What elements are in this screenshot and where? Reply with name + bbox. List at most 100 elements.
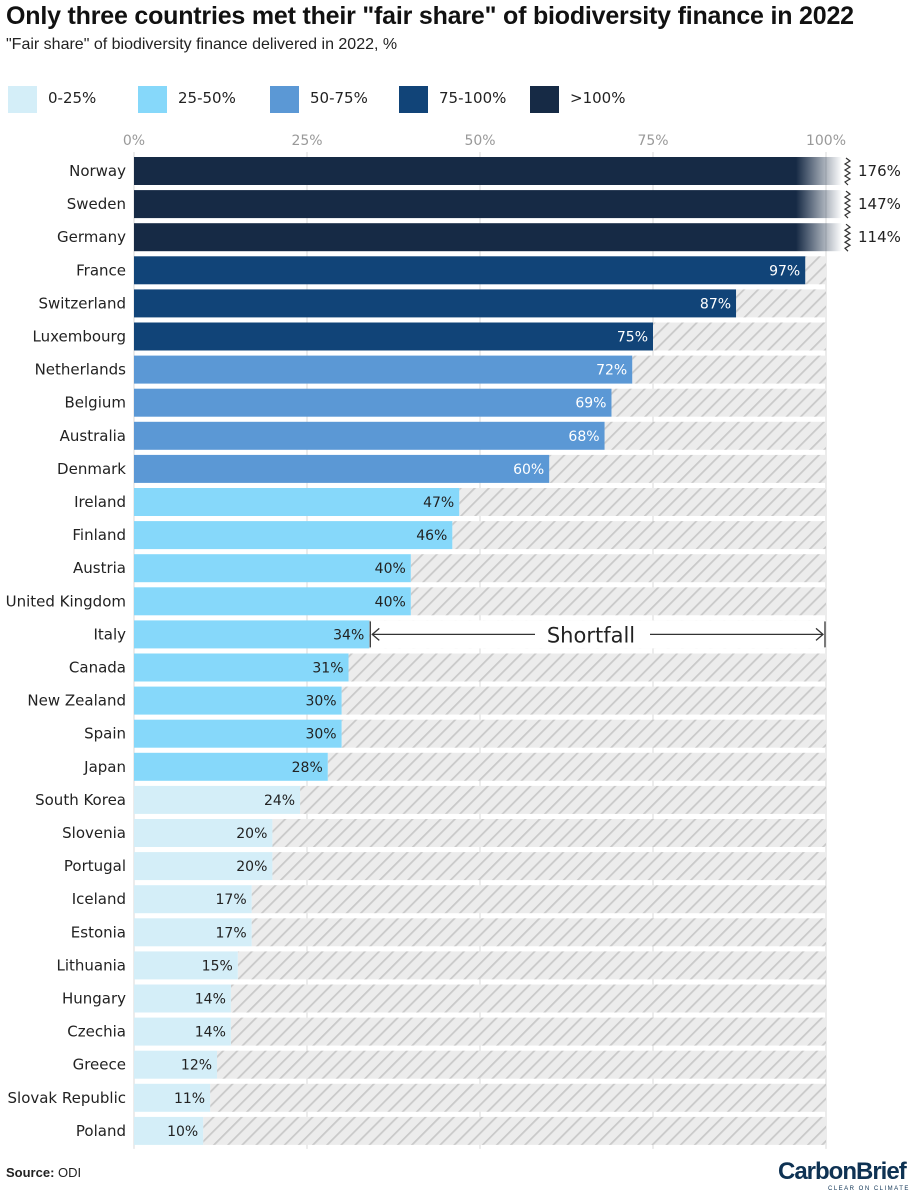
value-label: 30% [305, 727, 336, 743]
bars: Norway 176% Sweden 147% Germany 114% France 97%… [6, 157, 901, 1145]
bar-row: Switzerland 87% [39, 289, 826, 318]
shortfall-bar [410, 554, 826, 583]
bar [134, 1083, 211, 1112]
value-label: 20% [236, 859, 267, 875]
category-label: Portugal [64, 857, 126, 875]
value-label: 14% [195, 992, 226, 1008]
bar-row: Austria 40% [73, 554, 826, 583]
category-label: Slovak Republic [8, 1089, 127, 1107]
bar [134, 719, 342, 748]
category-label: Ireland [74, 493, 126, 511]
category-label: Finland [72, 526, 126, 544]
bar-row: New Zealand 30% [27, 686, 826, 715]
bar [134, 488, 460, 516]
bar [134, 190, 796, 219]
shortfall-bar [251, 918, 826, 947]
category-label: Austria [73, 559, 126, 577]
bar [134, 1116, 204, 1145]
value-label: 12% [181, 1058, 212, 1074]
value-label: 72% [596, 363, 627, 379]
shortfall-bar [611, 388, 826, 417]
shortfall-bar [272, 819, 826, 847]
value-label: 11% [174, 1091, 205, 1107]
bar-row: Poland 10% [76, 1116, 826, 1145]
bar [134, 785, 301, 814]
bar-row: Canada 31% [69, 653, 826, 682]
shortfall-bar [230, 984, 826, 1013]
bar [134, 289, 737, 318]
x-tick-label: 100% [806, 133, 846, 149]
value-label: 17% [216, 892, 247, 908]
bar-chart: 0% 25% 50% 75% 100% Norway 176% Sweden 147% Germ… [6, 133, 901, 1149]
value-label: 75% [617, 330, 648, 346]
value-label: 31% [312, 661, 343, 677]
bar [134, 653, 349, 682]
shortfall-bar [549, 454, 826, 483]
shortfall-bar [805, 256, 826, 285]
axis-break-icon [843, 157, 852, 186]
bar [134, 421, 605, 450]
value-label: 10% [167, 1124, 198, 1140]
x-tick-label: 75% [637, 133, 668, 149]
bar-row: Germany 114% [57, 223, 901, 252]
shortfall-bar [327, 752, 826, 781]
category-label: Germany [57, 228, 126, 246]
bar-row: Belgium 69% [65, 388, 826, 417]
category-label: Norway [69, 162, 126, 180]
chart-title: Only three countries met their "fair sha… [6, 2, 854, 30]
bar-fade [796, 157, 842, 185]
annotation-label: Shortfall [547, 623, 635, 647]
bar [134, 157, 796, 185]
bar-row: Norway 176% [69, 157, 901, 186]
shortfall-bar [237, 951, 827, 980]
bar [134, 686, 342, 715]
bar-row: Australia 68% [60, 421, 826, 450]
arrow-right-icon [815, 627, 824, 641]
bar-row: Spain 30% [84, 719, 826, 748]
category-label: Estonia [71, 923, 126, 941]
legend-label: 50-75% [310, 89, 368, 107]
legend-swatch [399, 86, 428, 113]
arrow-left-icon [371, 627, 380, 641]
category-label: Denmark [57, 460, 126, 478]
value-label: 15% [202, 958, 233, 974]
shortfall-bar [210, 1083, 826, 1112]
shortfall-bar [632, 355, 826, 384]
shortfall-bar [604, 421, 826, 450]
bar [134, 322, 653, 351]
source-label: Source: [6, 1165, 55, 1180]
shortfall-bar [300, 785, 827, 814]
category-label: Spain [84, 725, 126, 743]
bar-row: Denmark 60% [57, 454, 826, 483]
logo-word: CarbonBrief [778, 1158, 907, 1185]
value-label: 47% [423, 495, 454, 511]
bar-row: Greece 12% [73, 1050, 827, 1079]
bar [134, 951, 238, 980]
category-label: Sweden [67, 195, 126, 213]
shortfall-bar [251, 885, 826, 914]
bar-row: Japan 28% [83, 752, 826, 781]
value-label: 147% [858, 195, 901, 213]
bar-row: Estonia 17% [71, 918, 826, 947]
bar [134, 454, 550, 483]
category-label: Iceland [72, 890, 126, 908]
bar [134, 521, 453, 550]
category-label: South Korea [35, 791, 126, 809]
category-label: Switzerland [39, 294, 127, 312]
x-tick-label: 25% [291, 133, 322, 149]
x-axis: 0% 25% 50% 75% 100% [123, 133, 846, 1149]
legend-swatch [530, 86, 559, 113]
value-label: 69% [575, 396, 606, 412]
bar [134, 256, 806, 285]
category-label: Slovenia [62, 824, 126, 842]
bar-row: Finland 46% [72, 521, 826, 550]
bar-row: Hungary 14% [62, 984, 826, 1013]
bar-fade [796, 190, 842, 219]
shortfall-bar [203, 1116, 826, 1145]
bar-row: Czechia 14% [67, 1017, 826, 1046]
bar [134, 852, 273, 881]
bar-row: Slovak Republic 11% [8, 1083, 826, 1112]
x-tick-label: 0% [123, 133, 145, 149]
bar-row: United Kingdom 40% [6, 587, 826, 616]
shortfall-bar [341, 719, 826, 748]
